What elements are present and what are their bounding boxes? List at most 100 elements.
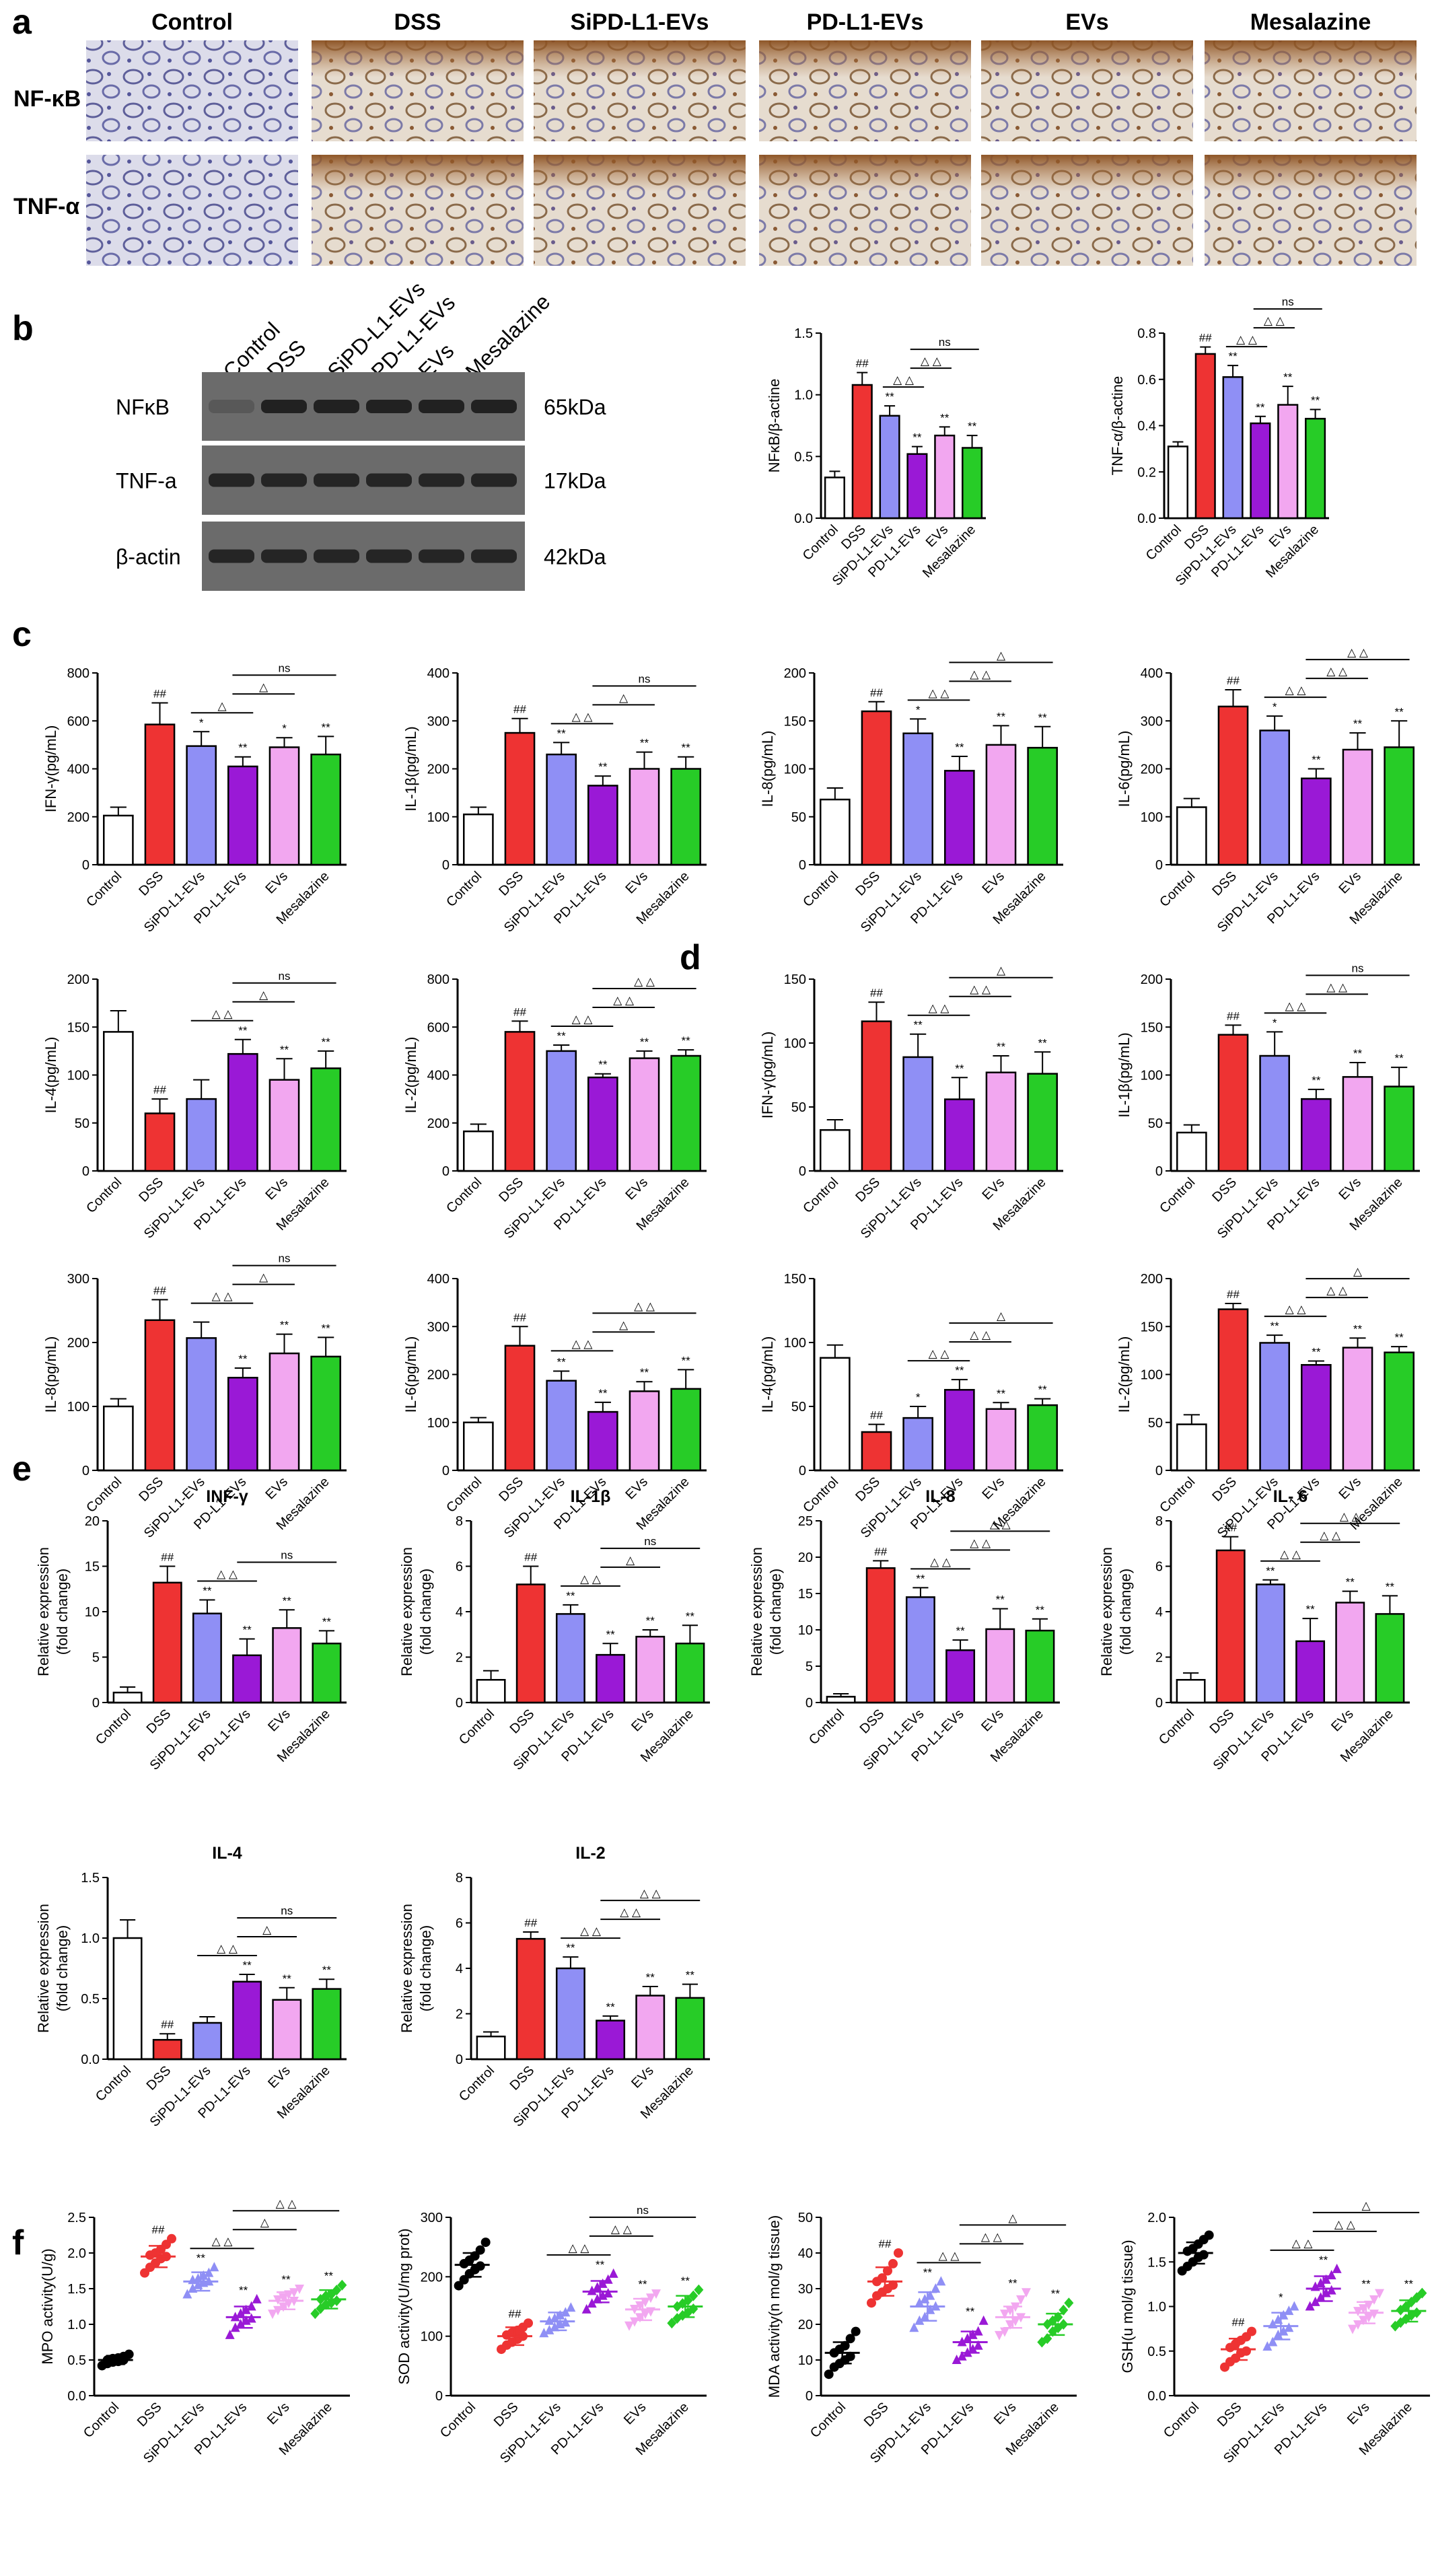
- y-axis-label: NFκB/β-actine: [766, 379, 783, 473]
- significance-mark: **: [242, 1624, 252, 1637]
- bar: [1384, 746, 1415, 866]
- chart-e6: 0 2 4 6 8 Relative expression (fold change) IL-…: [398, 1844, 710, 2130]
- bar: [587, 785, 618, 866]
- data-point: [1022, 2288, 1031, 2298]
- y-tick-label: 1.5: [1147, 2255, 1166, 2270]
- x-tick-label: Control: [93, 1707, 134, 1748]
- y-tick-label: 0: [442, 1464, 450, 1478]
- y-tick-label: 100: [784, 762, 806, 777]
- blot-band: [261, 400, 307, 413]
- significance-mark: **: [912, 431, 922, 444]
- chart-b2: 0.00.20.40.60.8TNF-α/β-actineControlDSSS…: [1109, 295, 1329, 589]
- data-point: [894, 2248, 903, 2258]
- ihc-tile: [312, 40, 524, 141]
- significance-mark: **: [596, 2258, 605, 2271]
- significance-mark: **: [997, 710, 1006, 723]
- bar: [824, 476, 845, 520]
- chart-title: INF-γ: [206, 1487, 248, 1506]
- ihc-stain-band: [534, 40, 746, 77]
- comparison-label: △: [619, 1318, 629, 1331]
- significance-mark: **: [324, 2270, 334, 2283]
- significance-mark: **: [1361, 2278, 1371, 2291]
- blot-band: [419, 473, 464, 487]
- ihc-column-header: Control: [151, 9, 233, 35]
- y-tick-label: 0: [456, 1696, 463, 1711]
- y-axis-label: IL-8(pg/mL): [759, 731, 776, 808]
- y-tick-label: 0: [456, 2052, 463, 2067]
- data-point: [225, 2329, 235, 2339]
- ihc-stain-band: [312, 155, 524, 192]
- x-tick-label: DSS: [136, 1175, 166, 1205]
- x-tick-label: DSS: [496, 869, 526, 899]
- significance-mark: ##: [1224, 1522, 1237, 1534]
- comparison-label: △ △: [217, 1567, 238, 1580]
- y-tick-label: 50: [791, 1100, 806, 1115]
- blot-band: [366, 549, 412, 563]
- data-point: [1000, 2310, 1009, 2320]
- y-tick-label: 50: [798, 2211, 813, 2225]
- x-tick-label: EVs: [1336, 1474, 1364, 1502]
- y-tick-label: 10: [798, 1623, 813, 1638]
- bar: [192, 1612, 222, 1704]
- comparison-label: △: [626, 1554, 635, 1567]
- comparison-label: △ △: [1326, 980, 1348, 993]
- significance-mark: **: [682, 1354, 691, 1367]
- y-axis-label-line: (fold change): [417, 1925, 434, 2011]
- comparison-label: △: [259, 989, 268, 1001]
- comparison-label: △ △: [569, 2242, 590, 2254]
- y-tick-label: 0: [799, 1164, 806, 1179]
- x-tick-label: DSS: [507, 1707, 538, 1737]
- x-tick-label: DSS: [853, 1474, 883, 1505]
- chart-e1: 0 5 10 15 20 Relative expression (fold change)…: [35, 1487, 347, 1773]
- panel-letter-a: a: [12, 3, 32, 42]
- bar: [312, 1643, 342, 1704]
- ihc-stain-band: [312, 40, 524, 77]
- significance-mark: ##: [524, 1917, 537, 1929]
- bar: [312, 1988, 342, 2061]
- bar: [629, 1390, 660, 1472]
- y-axis-label: TNF-α/β-actine: [1109, 376, 1126, 476]
- blot-band: [314, 400, 359, 413]
- significance-mark: **: [606, 2001, 615, 2013]
- significance-mark: **: [280, 1043, 289, 1056]
- y-tick-label: 300: [1141, 714, 1163, 729]
- bar: [1301, 1098, 1332, 1172]
- significance-mark: **: [322, 1964, 332, 1976]
- y-tick-label: 6: [456, 1560, 463, 1575]
- ihc-stain-band: [1205, 40, 1417, 77]
- comparison-label: ns: [279, 970, 291, 982]
- data-point: [273, 2305, 283, 2316]
- chart-title: IL- 6: [1273, 1487, 1308, 1506]
- comparison-label: △ △: [217, 1942, 238, 1955]
- significance-mark: **: [1305, 1603, 1315, 1616]
- significance-mark: ##: [874, 1545, 887, 1558]
- significance-mark: **: [1386, 1580, 1395, 1593]
- data-point: [524, 2318, 533, 2328]
- y-axis-label: IL-6(pg/mL): [1116, 731, 1133, 808]
- bar: [861, 710, 892, 866]
- data-point: [624, 2321, 634, 2331]
- comparison-label: △ △: [1285, 684, 1307, 696]
- bar: [670, 1388, 701, 1472]
- y-tick-label: 0.5: [1147, 2345, 1166, 2359]
- comparison-label: △: [217, 699, 227, 712]
- data-point: [124, 2349, 134, 2359]
- y-axis-label-line: IL-1β(pg/mL): [402, 726, 419, 811]
- y-axis-label: IL-1β(pg/mL): [402, 726, 419, 811]
- data-point: [268, 2310, 277, 2320]
- bar: [476, 1679, 506, 1704]
- y-tick-label: 100: [784, 1336, 806, 1351]
- y-tick-label: 200: [427, 762, 450, 777]
- y-tick-label: 0: [1155, 1464, 1163, 1478]
- y-tick-label: 30: [798, 2282, 813, 2297]
- data-point: [1332, 2263, 1342, 2273]
- y-tick-label: 400: [427, 1272, 450, 1287]
- comparison-label: ns: [939, 336, 951, 349]
- x-tick-label: DSS: [507, 2063, 538, 2094]
- significance-mark: **: [1038, 711, 1048, 724]
- y-tick-label: 100: [1141, 1368, 1163, 1383]
- comparison-label: ns: [279, 1252, 291, 1265]
- bar: [820, 1357, 851, 1472]
- x-tick-label: EVs: [263, 1474, 291, 1502]
